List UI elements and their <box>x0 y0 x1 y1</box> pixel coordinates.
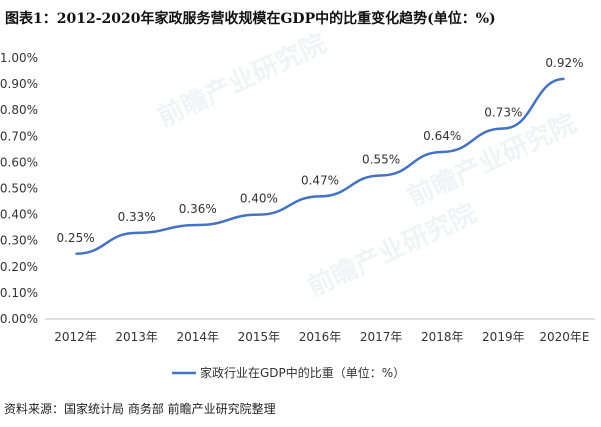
x-axis: 2012年 2013年 2014年 2015年 2016年 2017年 2018年 2019年… <box>54 330 589 344</box>
data-label: 0.64% <box>423 129 461 143</box>
y-axis: 0.00% 0.10% 0.20% 0.30% 0.40% 0.50% 0.60% 0.70%… <box>0 51 38 326</box>
y-tick-label: 0.30% <box>0 234 38 248</box>
x-tick-label: 2013年 <box>115 330 158 344</box>
y-tick-label: 0.20% <box>0 260 38 274</box>
y-tick-label: 0.50% <box>0 182 38 196</box>
line-chart: 0.00% 0.10% 0.20% 0.30% 0.40% 0.50% 0.60% 0.70%… <box>0 51 595 380</box>
y-tick-label: 0.60% <box>0 155 38 169</box>
source-note: 资料来源：国家统计局 商务部 前瞻产业研究院整理 <box>4 402 276 416</box>
y-tick-label: 0.90% <box>0 77 38 91</box>
x-tick-label: 2018年 <box>421 330 464 344</box>
x-tick-label: 2016年 <box>299 330 342 344</box>
y-tick-label: 0.40% <box>0 208 38 222</box>
data-label: 0.25% <box>56 231 94 245</box>
series-line <box>75 77 565 255</box>
y-tick-label: 0.80% <box>0 103 38 117</box>
y-tick-label: 1.00% <box>0 51 38 65</box>
x-tick-label: 2015年 <box>238 330 281 344</box>
data-labels: 0.25% 0.33% 0.36% 0.40% 0.47% 0.55% 0.64% 0.73%… <box>56 56 583 245</box>
data-label: 0.55% <box>362 152 400 166</box>
y-tick-label: 0.10% <box>0 286 38 300</box>
x-tick-label: 2012年 <box>54 330 97 344</box>
data-label: 0.40% <box>240 192 278 206</box>
data-label: 0.33% <box>118 210 156 224</box>
data-label: 0.92% <box>545 56 583 70</box>
data-label: 0.47% <box>301 173 339 187</box>
x-tick-label: 2019年 <box>482 330 525 344</box>
y-tick-label: 0.00% <box>0 312 38 326</box>
chart-title: 图表1：2012-2020年家政服务营收规模在GDP中的比重变化趋势(单位：%) <box>5 11 496 27</box>
x-tick-label: 2020年E <box>539 330 589 344</box>
data-label: 0.73% <box>484 105 522 119</box>
legend: 家政行业在GDP中的比重（单位：%） <box>172 365 405 380</box>
x-tick-label: 2014年 <box>177 330 220 344</box>
data-label: 0.36% <box>179 202 217 216</box>
legend-label: 家政行业在GDP中的比重（单位：%） <box>200 365 405 380</box>
y-tick-label: 0.70% <box>0 129 38 143</box>
x-tick-label: 2017年 <box>360 330 403 344</box>
